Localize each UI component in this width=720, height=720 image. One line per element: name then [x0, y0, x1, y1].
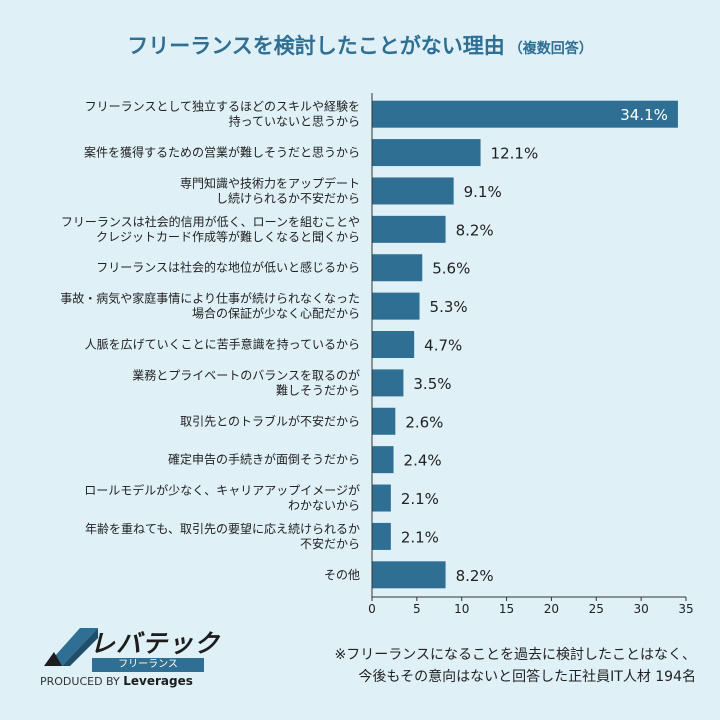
value-label-1: 12.1% [491, 145, 539, 163]
value-label-2: 9.1% [464, 183, 502, 201]
category-label-1-0: 案件を獲得するための営業が難しそうだと思うから [84, 145, 360, 160]
bar-4 [372, 254, 423, 282]
category-label-11-0: 年齢を重ねても、取引先の要望に応え続けられるか [85, 521, 360, 536]
bar-8 [372, 407, 396, 435]
category-label-7-0: 業務とプライベートのバランスを取るのが [132, 367, 360, 382]
x-tick-label-2: 10 [454, 602, 469, 616]
footnote-line-1: ※フリーランスになることを過去に検討したことはなく、 [334, 647, 696, 663]
category-label-12-0: その他 [324, 568, 360, 582]
category-label-2-1: し続けられるか不安だから [216, 190, 360, 205]
footnote-line-2: 今後もその意向はないと回答した正社員IT人材 194名 [358, 669, 696, 685]
bar-5 [372, 292, 420, 320]
category-label-5-1: 場合の保証が少なく心配だから [192, 306, 360, 321]
category-label-3-0: フリーランスは社会的信用が低く、ローンを組むことや [61, 214, 360, 229]
category-label-10-1: わかないから [288, 499, 360, 513]
value-label-10: 2.1% [401, 490, 439, 508]
bar-12 [372, 561, 446, 589]
x-tick-label-1: 5 [413, 602, 421, 616]
value-label-3: 8.2% [456, 221, 494, 239]
category-label-7-1: 難しそうだから [276, 382, 360, 397]
value-label-0: 34.1% [620, 106, 668, 124]
category-label-6-0: 人脈を広げていくことに苦手意識を持っているから [85, 337, 360, 352]
category-label-3-1: クレジットカード作成等が難しくなると聞くから [96, 229, 360, 244]
chart-subtitle: （複数回答） [508, 41, 593, 57]
value-label-6: 4.7% [424, 337, 462, 355]
category-label-0-0: フリーランスとして独立するほどのスキルや経験を [85, 99, 360, 114]
logo-mark-icon [44, 628, 98, 666]
value-label-9: 2.4% [404, 452, 442, 470]
category-label-8-0: 取引先とのトラブルが不安だから [180, 413, 360, 428]
x-tick-label-7: 35 [678, 602, 693, 616]
logo-main-text: レバテック [90, 629, 221, 658]
category-label-2-0: 専門知識や技術力をアップデート [180, 175, 360, 190]
value-label-4: 5.6% [432, 260, 470, 278]
category-label-5-0: 事故・病気や家庭事情により仕事が続けられなくなった [60, 291, 360, 306]
x-tick-label-5: 25 [589, 602, 604, 616]
bar-11 [372, 522, 391, 550]
bar-3 [372, 215, 446, 243]
category-label-11-1: 不安だから [300, 536, 360, 551]
bar-10 [372, 484, 391, 512]
value-label-5: 5.3% [430, 298, 468, 316]
bar-2 [372, 177, 454, 205]
category-label-4-0: フリーランスは社会的な地位が低いと感じるから [96, 260, 360, 275]
produced-by-brand: Leverages [123, 674, 193, 688]
logo-sub-text: フリーランス [92, 658, 204, 672]
footnote: ※フリーランスになることを過去に検討したことはなく、 今後もその意向はないと回答… [236, 644, 696, 688]
chart-title-text: フリーランスを検討したことがない理由 [127, 34, 505, 58]
bar-9 [372, 446, 394, 474]
value-label-7: 3.5% [413, 375, 451, 393]
value-label-12: 8.2% [456, 567, 494, 585]
produced-by-text: PRODUCED BY [40, 675, 120, 688]
category-label-9-0: 確定申告の手続きが面倒そうだから [168, 452, 360, 467]
value-label-8: 2.6% [405, 413, 443, 431]
x-tick-label-4: 20 [544, 602, 559, 616]
value-label-11: 2.1% [401, 528, 439, 546]
bar-1 [372, 139, 481, 167]
brand-logo: レバテック フリーランス PRODUCED BY Leverages [40, 624, 220, 688]
bar-6 [372, 331, 415, 358]
bar-0 [372, 100, 678, 128]
chart-title: フリーランスを検討したことがない理由 （複数回答） [0, 30, 720, 60]
category-label-10-0: ロールモデルが少なく、キャリアアップイメージが [84, 483, 360, 498]
logo-produced-by: PRODUCED BY Leverages [40, 674, 193, 688]
x-tick-label-0: 0 [368, 602, 376, 616]
x-tick-label-3: 15 [499, 602, 514, 616]
x-tick-label-6: 30 [634, 602, 649, 616]
category-label-0-1: 持っていないと思うから [229, 114, 360, 129]
bar-7 [372, 369, 404, 397]
